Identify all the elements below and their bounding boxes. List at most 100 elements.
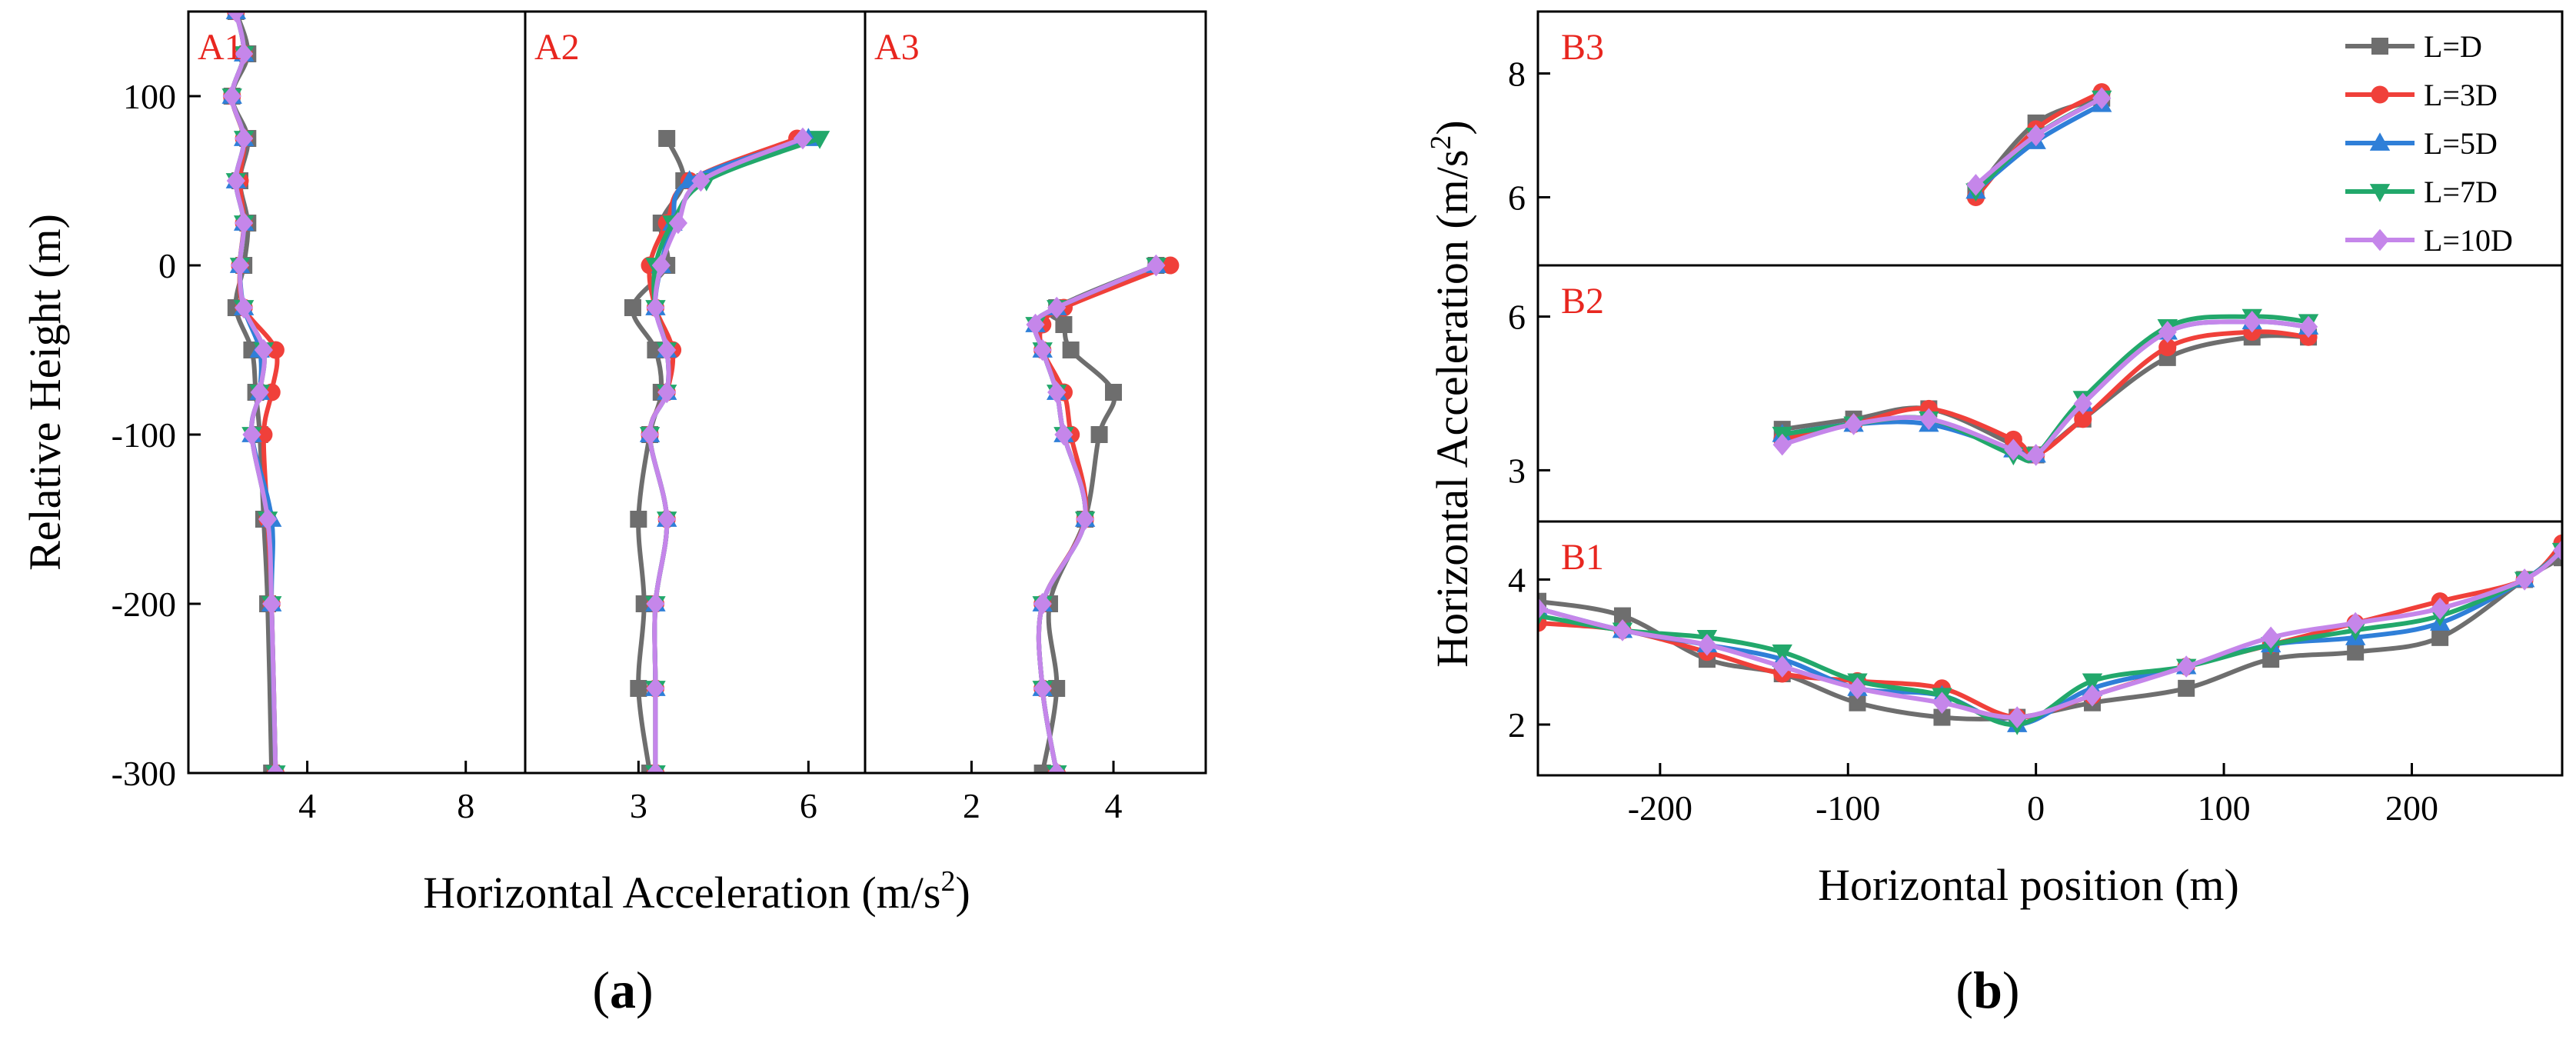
captions: (a) (b) [592, 961, 2019, 1019]
marker-diamond-l-10d [2346, 611, 2365, 635]
x-axis-title-a: Horizontal Acceleration (m/s2) [423, 865, 970, 918]
marker-diamond-l-10d [1848, 677, 1867, 700]
series-line-l-10d [647, 136, 805, 773]
caption-b-letter: b [1973, 961, 2002, 1019]
marker-triangle-down-l-7d [1772, 644, 1792, 663]
marker-diamond-l-10d [1033, 592, 1052, 615]
marker-square-l-d [1849, 694, 1866, 711]
legend-label: L=7D [2424, 175, 2498, 209]
series-l-10d [1026, 254, 1166, 773]
marker-diamond-l-10d [1772, 655, 1792, 678]
marker-square-l-d [624, 299, 641, 316]
marker-diamond-l-10d [1966, 174, 1985, 196]
marker-square-l-d [2262, 651, 2280, 668]
marker-diamond-l-10d [2177, 655, 2196, 678]
marker-diamond-l-10d [1054, 423, 1073, 446]
marker-diamond-l-10d [1932, 691, 1952, 715]
marker-diamond-l-10d [2261, 626, 2281, 649]
y-axis-title-a: Relative Height (m) [20, 214, 70, 571]
series-l-10d [1772, 310, 2318, 466]
series-line-l-5d [1032, 263, 1159, 773]
legend-label: L=10D [2424, 223, 2513, 258]
marker-diamond-l-10d [258, 508, 278, 531]
y-tick-label: 6 [1508, 178, 1526, 217]
marker-square-l-d [658, 130, 676, 147]
series-line-l-d [1040, 263, 1159, 773]
series-l-10d [640, 127, 813, 773]
marker-diamond-l-10d [226, 169, 245, 192]
marker-diamond-l-10d [2082, 684, 2102, 707]
series-group [1772, 308, 2319, 466]
marker-diamond-l-10d [266, 761, 285, 773]
marker-diamond-l-10d [242, 423, 261, 446]
marker-diamond-l-10d [1047, 761, 1067, 773]
marker-square-l-d [2431, 628, 2449, 646]
marker-diamond-l-10d [1147, 254, 1166, 277]
y-tick-label: 6 [1508, 298, 1526, 337]
marker-diamond-l-10d [1844, 413, 1863, 435]
marker-diamond-l-10d [2515, 568, 2534, 591]
marker-diamond-l-10d [657, 381, 677, 404]
series-line-l-3d [1036, 263, 1173, 773]
x-axis-title-a-main: Horizontal Acceleration (m/s [423, 868, 940, 918]
marker-square-l-d [2178, 679, 2195, 697]
marker-square-l-d [2371, 38, 2388, 55]
x-axis-title-a-sup: 2 [940, 865, 955, 898]
marker-diamond-l-10d [1538, 597, 1548, 620]
series-line-l-10d [1032, 263, 1159, 773]
marker-diamond-l-10d [2431, 597, 2450, 620]
marker-diamond-l-10d [691, 169, 711, 192]
marker-diamond-l-10d [1047, 381, 1067, 404]
x-tick-label: 3 [630, 786, 647, 825]
y-tick-label: 8 [1508, 54, 1526, 93]
marker-diamond-l-10d [1612, 619, 1632, 641]
series-line-l-d [1779, 333, 2311, 459]
marker-diamond-l-10d [646, 296, 665, 319]
x-tick-label: 6 [800, 786, 817, 825]
legend-label: L=D [2424, 29, 2482, 64]
x-tick-label-b: -100 [1816, 788, 1880, 828]
marker-circle-l-3d [2371, 85, 2389, 104]
marker-triangle-down-l-7d [809, 131, 830, 149]
marker-square-l-d [630, 680, 647, 697]
marker-triangle-down-l-7d [2369, 184, 2391, 202]
x-axis-title-a-end: ) [955, 868, 970, 918]
legend-label: L=5D [2424, 126, 2498, 161]
marker-square-l-d [1062, 342, 1080, 358]
series-line-l-7d [1538, 548, 2562, 728]
marker-diamond-l-10d [657, 338, 677, 362]
marker-diamond-l-10d [235, 127, 254, 150]
marker-square-l-d [1090, 426, 1108, 443]
marker-diamond-l-10d [1919, 408, 1939, 431]
marker-diamond-l-10d [2026, 444, 2045, 466]
marker-square-l-d [630, 511, 647, 528]
y-tick-label-a: 100 [123, 77, 176, 116]
panel-label-b1: B1 [1561, 537, 1604, 578]
panel-b3: 6 8 B3 [1508, 10, 2564, 267]
series-group [1538, 534, 2562, 735]
panel-label-b3: B3 [1561, 27, 1604, 68]
marker-diamond-l-10d [1772, 433, 1792, 456]
y-tick-label-a: -300 [111, 754, 176, 793]
series-l-5d [1025, 255, 1167, 773]
legend-entry-l-5d: L=5D [2345, 126, 2498, 161]
y-tick-label-a: -200 [111, 585, 176, 624]
series-l-10d [1966, 87, 2112, 196]
panel-label-b2: B2 [1561, 281, 1604, 322]
marker-diamond-l-10d [254, 338, 274, 362]
x-tick-label-b: 200 [2385, 788, 2438, 828]
caption-a: (a) [592, 961, 653, 1019]
y-tick-label: 4 [1508, 560, 1526, 599]
marker-diamond-l-10d [793, 127, 813, 150]
marker-diamond-l-10d [640, 423, 660, 446]
x-axis-title-b: Horizontal position (m) [1818, 860, 2239, 910]
y-axis-title-b-end: ) [1427, 120, 1477, 135]
panel-a2: 3 6 A2 [524, 10, 867, 825]
y-tick-label-a: 0 [158, 246, 176, 285]
panel-frame [524, 10, 867, 775]
panel-frame [864, 10, 1207, 775]
series-line-l-3d [1779, 329, 2311, 458]
series-l-10d [1538, 539, 2562, 728]
legend-entry-l-d: L=D [2345, 29, 2482, 64]
marker-square-l-d [1105, 384, 1123, 401]
